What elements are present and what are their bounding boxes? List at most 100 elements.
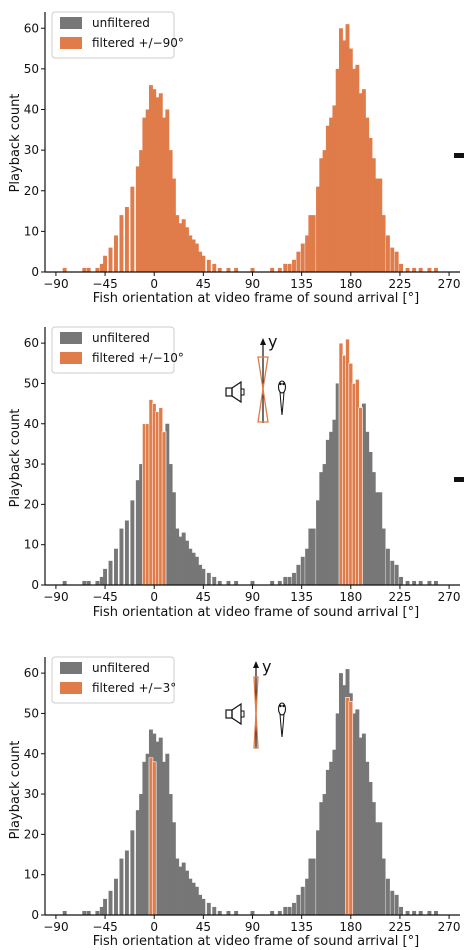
y-tick-label: 30: [24, 143, 39, 157]
x-tick-label: 225: [388, 590, 411, 604]
speaker-icon: [226, 704, 244, 724]
bar-unfiltered: [130, 830, 134, 915]
y-axis-glyph: y: [262, 657, 271, 676]
bar-unfiltered: [125, 521, 129, 586]
legend-label-unfiltered: unfiltered: [92, 331, 150, 345]
y-axis-label: Playback count: [8, 409, 23, 508]
bar-filtered: [162, 432, 166, 585]
bar-filtered: [103, 256, 107, 272]
bar-unfiltered: [103, 899, 107, 915]
bar-unfiltered: [218, 911, 222, 915]
x-tick-label: 45: [196, 590, 211, 604]
bar-unfiltered: [395, 565, 399, 585]
bar-unfiltered: [119, 859, 123, 915]
x-tick-label: 180: [339, 590, 362, 604]
bar-unfiltered: [278, 581, 282, 585]
bar-unfiltered: [419, 911, 423, 915]
bar-filtered: [201, 256, 205, 272]
x-tick-label: 0: [150, 590, 158, 604]
y-tick-label: 50: [24, 376, 39, 390]
legend-swatch-filtered: [60, 352, 82, 364]
y-tick-label: 30: [24, 787, 39, 801]
bar-unfiltered: [234, 581, 238, 585]
bar-unfiltered: [390, 561, 394, 585]
bar-unfiltered: [114, 549, 118, 585]
y-tick-label: 10: [24, 868, 39, 882]
x-tick-label: −90: [43, 920, 68, 934]
y-tick-label: 40: [24, 747, 39, 761]
y-tick-label: 0: [31, 265, 39, 279]
bar-unfiltered: [434, 581, 438, 585]
bar-unfiltered: [95, 911, 99, 915]
bar-unfiltered: [234, 911, 238, 915]
bar-unfiltered: [109, 891, 113, 915]
y-tick-label: 40: [24, 417, 39, 431]
bar-unfiltered: [283, 907, 287, 915]
bar-unfiltered: [201, 569, 205, 585]
fish-icon: [279, 703, 286, 737]
arrow-head-icon: [260, 338, 266, 345]
y-tick-label: 60: [24, 666, 39, 680]
x-tick-label: 0: [150, 277, 158, 291]
y-tick-label: 10: [24, 538, 39, 552]
orientation-inset: y: [226, 657, 286, 748]
bar-filtered: [87, 268, 91, 272]
y-axis-glyph: y: [268, 332, 277, 351]
bar-filtered: [63, 268, 67, 272]
bar-unfiltered: [406, 911, 410, 915]
bar-filtered: [125, 207, 129, 272]
bar-filtered: [296, 252, 300, 272]
bar-filtered: [292, 260, 296, 272]
legend-label-unfiltered: unfiltered: [92, 661, 150, 675]
bar-unfiltered: [296, 565, 300, 585]
bar-unfiltered: [207, 903, 211, 915]
bar-unfiltered: [427, 911, 431, 915]
bar-unfiltered: [296, 895, 300, 915]
bar-unfiltered: [227, 581, 231, 585]
bar-filtered: [270, 268, 274, 272]
legend-label-filtered: filtered +/−90°: [92, 36, 184, 50]
x-axis-label: Fish orientation at video frame of sound…: [93, 291, 419, 306]
x-tick-label: 180: [339, 920, 362, 934]
bar-unfiltered: [312, 859, 316, 915]
bar-unfiltered: [95, 581, 99, 585]
bar-unfiltered: [63, 581, 67, 585]
right-edge-mark: [454, 477, 464, 482]
right-edge-mark: [454, 153, 464, 158]
legend-swatch-unfiltered: [60, 17, 82, 29]
bar-filtered: [382, 215, 386, 272]
x-axis-label: Fish orientation at video frame of sound…: [93, 605, 419, 620]
histogram-panel-top: Playback count Fish orientation at video…: [8, 12, 461, 306]
bar-filtered: [399, 264, 403, 272]
y-tick-label: 20: [24, 827, 39, 841]
bar-filtered: [227, 268, 231, 272]
legend: unfiltered filtered +/−90°: [52, 12, 184, 58]
speaker-icon: [226, 382, 244, 402]
bar-unfiltered: [114, 879, 118, 915]
histogram-panel-middle: Playback count Fish orientation at video…: [8, 327, 461, 620]
x-tick-label: 90: [245, 920, 260, 934]
y-tick-label: 40: [24, 103, 39, 117]
bars: [63, 669, 438, 915]
bar-filtered: [278, 268, 282, 272]
bar-filtered: [395, 252, 399, 272]
bar-unfiltered: [288, 907, 292, 915]
x-tick-label: 135: [290, 920, 313, 934]
bar-unfiltered: [87, 911, 91, 915]
bar-unfiltered: [82, 581, 86, 585]
bar-filtered: [95, 268, 99, 272]
legend-swatch-unfiltered: [60, 662, 82, 674]
bar-filtered: [434, 268, 438, 272]
bar-filtered: [412, 268, 416, 272]
bar-filtered: [283, 264, 287, 272]
x-tick-label: 225: [388, 277, 411, 291]
bar-unfiltered: [434, 911, 438, 915]
legend-swatch-filtered: [60, 37, 82, 49]
bar-filtered: [114, 235, 118, 272]
bar-filtered: [427, 268, 431, 272]
bar-filtered: [82, 268, 86, 272]
legend-label-filtered: filtered +/−10°: [92, 351, 184, 365]
legend: unfiltered filtered +/−3°: [52, 657, 176, 703]
y-axis-label: Playback count: [8, 94, 23, 193]
bar-unfiltered: [270, 581, 274, 585]
